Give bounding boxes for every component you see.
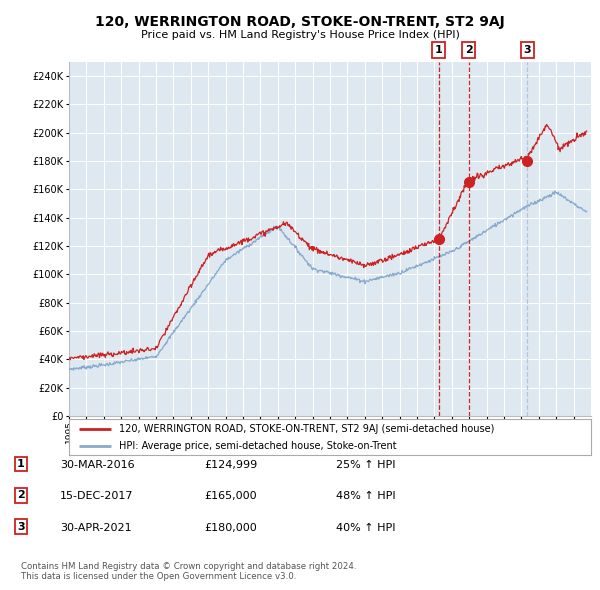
Text: 48% ↑ HPI: 48% ↑ HPI [336,491,395,502]
Text: 3: 3 [17,522,25,532]
Text: £124,999: £124,999 [204,460,257,470]
Text: £165,000: £165,000 [204,491,257,502]
Text: This data is licensed under the Open Government Licence v3.0.: This data is licensed under the Open Gov… [21,572,296,581]
Text: 15-DEC-2017: 15-DEC-2017 [60,491,133,502]
Text: £180,000: £180,000 [204,523,257,533]
Text: 30-MAR-2016: 30-MAR-2016 [60,460,134,470]
Text: 25% ↑ HPI: 25% ↑ HPI [336,460,395,470]
Text: 2: 2 [17,490,25,500]
Text: Price paid vs. HM Land Registry's House Price Index (HPI): Price paid vs. HM Land Registry's House … [140,30,460,40]
Text: 1: 1 [17,459,25,469]
Text: 2: 2 [464,45,472,55]
Text: HPI: Average price, semi-detached house, Stoke-on-Trent: HPI: Average price, semi-detached house,… [119,441,396,451]
Text: 120, WERRINGTON ROAD, STOKE-ON-TRENT, ST2 9AJ (semi-detached house): 120, WERRINGTON ROAD, STOKE-ON-TRENT, ST… [119,424,494,434]
Text: 40% ↑ HPI: 40% ↑ HPI [336,523,395,533]
Text: Contains HM Land Registry data © Crown copyright and database right 2024.: Contains HM Land Registry data © Crown c… [21,562,356,571]
Text: 3: 3 [523,45,531,55]
Text: 120, WERRINGTON ROAD, STOKE-ON-TRENT, ST2 9AJ: 120, WERRINGTON ROAD, STOKE-ON-TRENT, ST… [95,15,505,29]
Text: 30-APR-2021: 30-APR-2021 [60,523,131,533]
Text: 1: 1 [435,45,443,55]
